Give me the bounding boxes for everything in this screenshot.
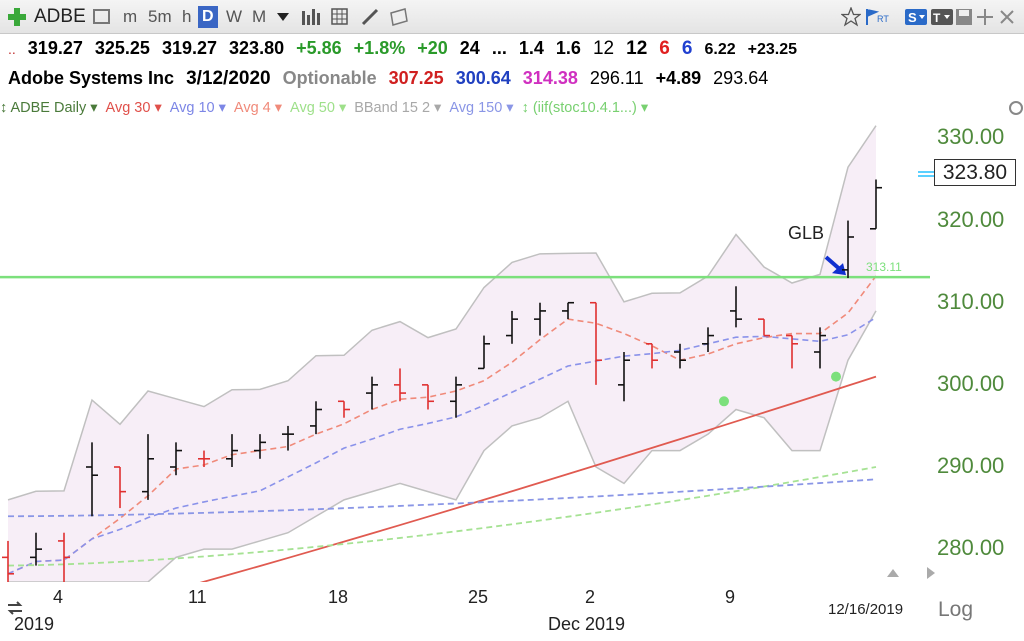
period-m-monthly[interactable]: M [252,6,267,26]
period-d[interactable]: D [198,6,218,28]
x-sublabel-month: Dec 2019 [548,614,626,634]
indicator-5[interactable]: BBand 15 2 ▾ [354,100,442,116]
info-row: Adobe Systems Inc 3/12/2020 Optionable 3… [8,68,775,90]
x-tick-4: 4 [53,587,64,607]
info-price-2: 300.64 [455,68,511,88]
price-label-0: 330.00 [937,124,1005,150]
signal-dot-1 [831,371,841,382]
grid-add-icon[interactable] [330,6,352,27]
svg-text:S: S [908,10,917,25]
glb-label: GLB [788,223,824,243]
svg-text:RT: RT [877,14,889,24]
last-price-pointer [918,167,934,185]
stat-9: 6 [681,38,693,59]
bband-lower-line [8,310,877,582]
info-price-3: 314.38 [522,68,578,88]
scan-icon[interactable]: S [904,6,928,27]
indicator-6[interactable]: Avg 150 ▾ [449,100,514,116]
indicator-0[interactable]: ↕ ADBE Daily ▾ [0,100,98,116]
indicator-7[interactable]: ↕ (iif(stoc10.4.1...) ▾ [521,100,649,116]
chart-style-icon[interactable] [92,6,112,27]
stat-1: +20 [417,38,448,58]
chart-settings-icon[interactable] [1008,100,1024,121]
log-toggle[interactable]: Log [938,598,974,621]
x-tick-25: 25 [468,587,489,607]
avg4-line [7,275,877,575]
avg150-line [7,478,877,518]
period-5m[interactable]: 5m [148,6,172,26]
pencil-icon[interactable] [360,6,380,27]
tv-icon[interactable]: T [930,6,954,27]
x-tick-2: 2 [585,587,596,607]
x-tick-9: 9 [725,587,736,607]
bar-chart-icon[interactable] [300,6,322,27]
avg50-line [7,466,877,567]
price-label-5: 280.00 [937,535,1005,561]
change-pct: +1.8% [353,38,406,58]
stat-3: ... [491,38,507,58]
price-label-4: 290.00 [937,453,1005,478]
indicator-1[interactable]: Avg 30 ▾ [105,100,162,116]
stat-10: 6.22 [704,41,736,58]
info-price-5: +4.89 [655,68,702,88]
add-symbol-icon[interactable] [6,6,28,27]
indicator-2[interactable]: Avg 10 ▾ [169,100,226,116]
info-price-1: 307.25 [388,68,444,88]
bband-fill [8,125,876,582]
star-icon[interactable] [841,6,861,27]
glb-arrow-head [832,263,846,276]
close-icon[interactable] [998,6,1016,27]
open-value: 319.27 [27,38,83,58]
x-sublabel-year: 2019 [14,614,55,634]
quote-date: 3/12/2020 [186,68,271,89]
stat-4: 1.4 [518,38,544,58]
signal-dot-0 [719,396,729,407]
date-label: 12/16/2019 [828,601,904,618]
optionable-label: Optionable [282,68,377,88]
price-label-3: 300.00 [937,370,1005,396]
indicator-4[interactable]: Avg 50 ▾ [290,100,347,116]
close-value: 323.80 [229,38,285,58]
realtime-flag-icon[interactable]: RT [864,6,892,27]
indicator-legend: ↕ ADBE Daily ▾ Avg 30 ▾ Avg 10 ▾ Avg 4 ▾ Avg… [0,100,656,122]
info-price-4: 296.11 [589,68,644,88]
high-value: 325.25 [94,38,150,58]
stat-6: 12 [592,38,615,59]
move-icon[interactable] [976,6,994,27]
quote-marker: .. [8,41,16,57]
company-name: Adobe Systems Inc [8,68,175,88]
stat-5: 1.6 [555,38,581,58]
avg30-line [199,375,877,582]
stat-11: +23.25 [747,41,798,58]
info-price-6: 293.64 [713,68,769,88]
indicator-3[interactable]: Avg 4 ▾ [233,100,283,116]
avg10-line [7,316,877,575]
stat-2: 24 [459,38,480,58]
stat-7: 12 [626,38,648,59]
price-label-1: 320.00 [937,206,1005,232]
bband-upper-line [7,125,877,501]
glb-level-label: 313.11 [866,260,902,274]
note-icon[interactable] [388,6,410,27]
dropdown-icon[interactable] [276,6,290,27]
refresh-icon[interactable] [5,598,25,623]
price-label-2: 310.00 [937,288,1005,314]
period-h[interactable]: h [182,6,192,26]
quote-row: .. 319.27 325.25 319.27 323.80 +5.86 +1.… [8,38,804,60]
x-tick-11: 11 [188,587,207,607]
last-price-box: 323.80 [934,159,1016,186]
scroll-right-icon[interactable] [925,566,937,585]
price-chart[interactable]: 313.11 GLB [0,122,930,582]
stat-8: 6 [659,38,670,59]
toolbar: ADBE m 5m h D W M RT S T [0,0,1024,34]
scroll-up-icon[interactable] [886,566,900,584]
change-value: +5.86 [296,38,342,58]
period-w[interactable]: W [226,6,243,26]
period-m[interactable]: m [123,6,138,26]
symbol-label[interactable]: ADBE [34,5,86,27]
low-value: 319.27 [161,38,218,58]
save-icon[interactable] [955,6,973,27]
svg-text:T: T [933,11,941,25]
x-tick-18: 18 [328,587,349,607]
